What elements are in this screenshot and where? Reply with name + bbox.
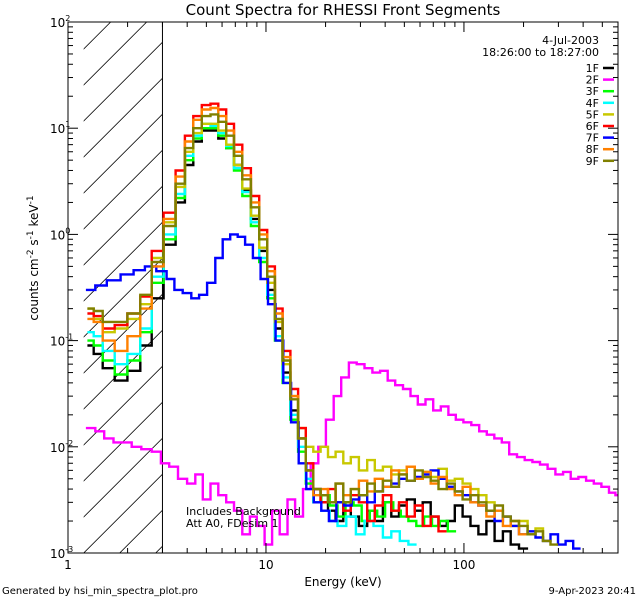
y-axis-label-main: counts cm — [27, 258, 41, 320]
y-tick-label: 10-1 — [50, 333, 73, 349]
hatch-line — [624, 22, 640, 553]
footer-timestamp: 9-Apr-2023 20:41 — [549, 586, 636, 597]
legend-label-3f: 3F — [586, 85, 599, 98]
hatch-line — [264, 22, 640, 553]
x-axis-label: Energy (keV) — [304, 575, 381, 589]
hatch-line — [0, 22, 3, 553]
legend-label-5f: 5F — [586, 108, 599, 121]
x-tick-label: 10 — [258, 558, 273, 572]
y-axis-label: counts cm-2 s-1 keV-1 — [26, 195, 41, 320]
hatch-line — [83, 22, 147, 86]
y-tick-label: 10-3 — [50, 545, 73, 561]
series-line-5f — [87, 122, 551, 543]
y-axis-label-sup3: -1 — [26, 195, 36, 204]
legend-label-9f: 9F — [586, 155, 599, 168]
hatch-line — [228, 22, 640, 553]
legend-label-2f: 2F — [586, 74, 599, 87]
plot-frame — [67, 21, 619, 554]
legend-label-6f: 6F — [586, 120, 599, 133]
hatch-line — [83, 41, 163, 122]
chart-title: Count Spectra for RHESSI Front Segments — [186, 1, 501, 19]
x-tick-label: 100 — [452, 558, 475, 572]
time-range-label: 18:26:00 to 18:27:00 — [482, 46, 599, 59]
legend-label-8f: 8F — [586, 143, 599, 156]
annotation-attenuator: Att A0, FDesim 1 — [186, 517, 279, 530]
series-line-2f — [85, 361, 618, 546]
x-tick-label: 1 — [64, 558, 72, 572]
series-line-9f — [87, 113, 559, 546]
hatch-line — [83, 221, 163, 302]
hatch-line — [83, 437, 163, 518]
y-tick-label: 10-2 — [50, 439, 73, 455]
footer-generator: Generated by hsi_min_spectra_plot.pro — [2, 586, 198, 597]
y-tick-label: 102 — [50, 14, 70, 30]
y-axis-label-sup1: -2 — [26, 249, 36, 258]
hatch-line — [372, 22, 640, 553]
hatch-line — [83, 257, 163, 338]
legend-label-1f: 1F — [586, 62, 599, 75]
x-tick-labels: 1 10 100 — [64, 558, 475, 572]
y-tick-labels: 10-3 10-2 10-1 100 101 102 — [50, 14, 73, 561]
y-axis-label-sup2: -1 — [26, 230, 36, 239]
hatch-line — [83, 77, 163, 158]
hatch-line — [83, 293, 163, 374]
y-axis-label-kev: keV — [27, 204, 41, 231]
y-axis-label-s: s — [27, 239, 41, 249]
y-tick-label: 100 — [50, 226, 70, 242]
annotation-background: Includes Background — [186, 505, 301, 518]
legend-label-4f: 4F — [586, 97, 599, 110]
hatch-line — [516, 22, 640, 553]
hatch-line — [83, 149, 163, 230]
hatch-line — [83, 401, 163, 482]
hatch-line — [83, 22, 111, 50]
series-line-4f — [87, 122, 417, 546]
series-group — [85, 102, 618, 550]
y-tick-label: 101 — [50, 120, 70, 136]
date-label: 4-Jul-2003 — [542, 34, 599, 47]
legend-label-7f: 7F — [586, 132, 599, 145]
